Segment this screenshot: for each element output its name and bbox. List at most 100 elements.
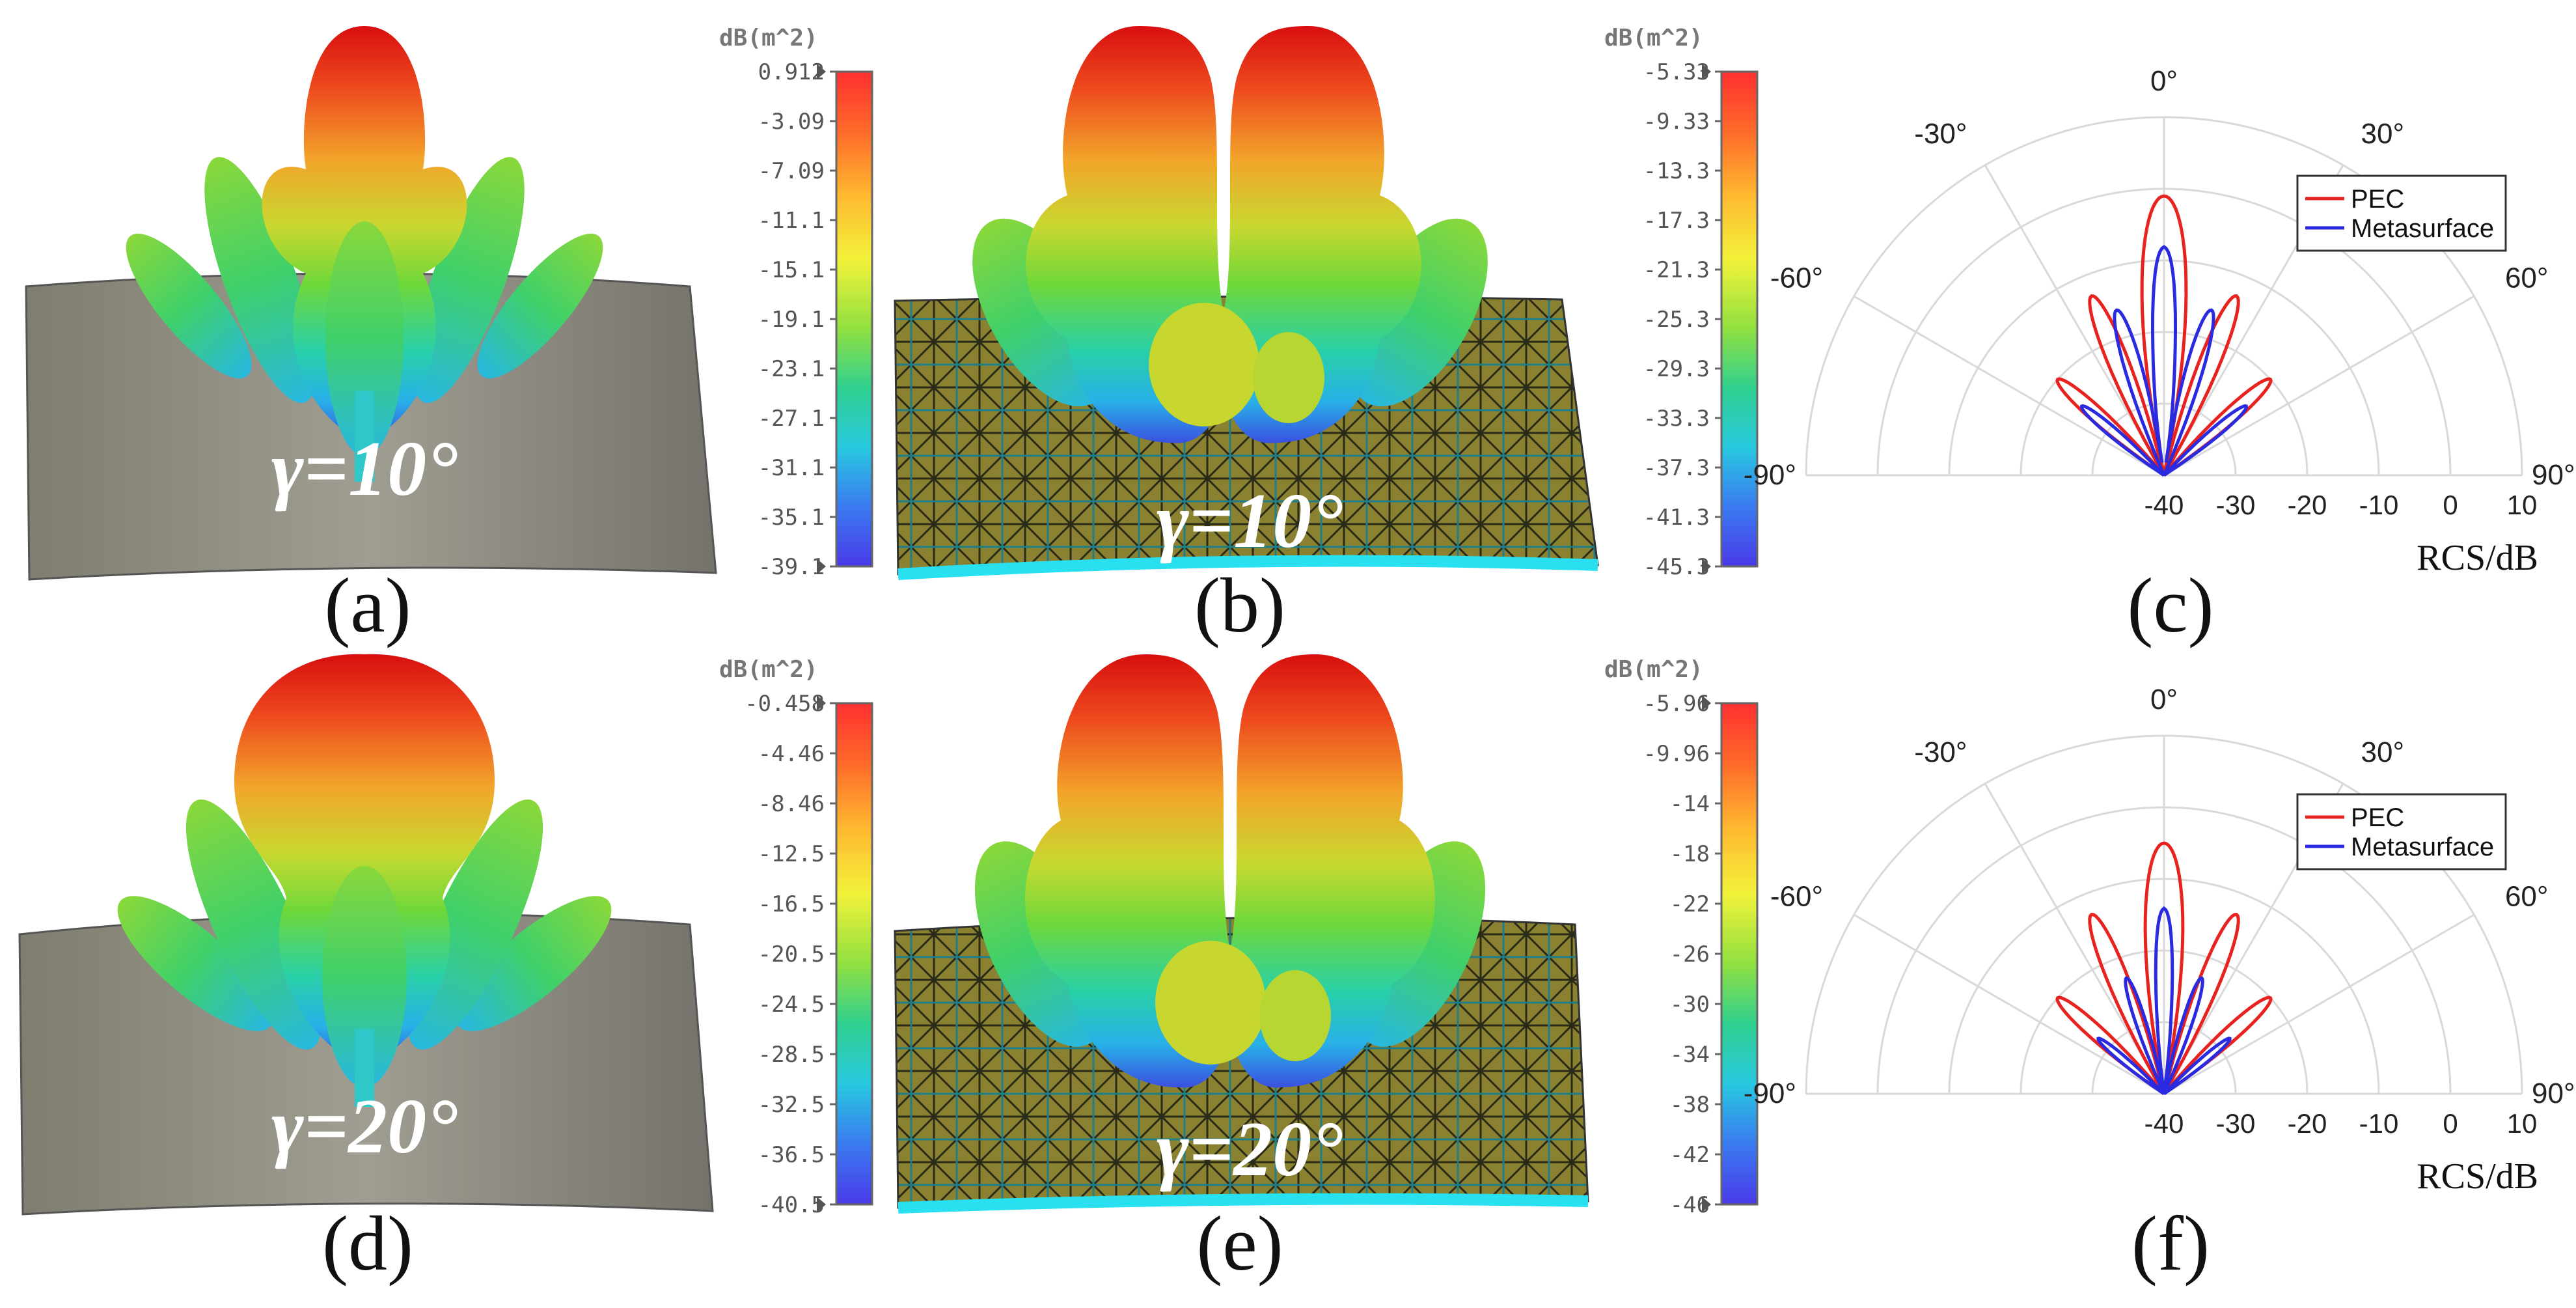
colorbar-tick-label: -20.5	[758, 941, 825, 967]
lobe-group	[974, 654, 1486, 1088]
colorbar-tick-label: -19.1	[758, 307, 825, 333]
colorbar-tick-label: -15.1	[758, 257, 825, 283]
gamma-label-a: γ=10°	[271, 425, 458, 512]
polar-angle-tick-label: 90°	[2532, 1078, 2575, 1109]
polar-angle-tick-label: 0°	[2150, 65, 2178, 97]
polar-angle-tick-label: 30°	[2361, 118, 2405, 150]
series-line-metasurface	[2096, 906, 2232, 1096]
colorbar-gradient	[1720, 70, 1759, 568]
colorbar-tick-label: -27.1	[758, 406, 825, 432]
colorbar-tick-label: -26	[1670, 941, 1710, 967]
panel-e-rcs-3d: γ=20°	[894, 654, 1589, 1214]
polar-angle-tick-label: -60°	[1770, 262, 1823, 294]
colorbar-tick-label: -25.3	[1643, 307, 1710, 333]
polar-r-tick-label: 0	[2443, 490, 2458, 520]
colorbar-tick-label: -7.09	[758, 158, 825, 184]
panel-label-b: (b)	[1194, 562, 1285, 648]
colorbar-gradient	[1720, 702, 1759, 1206]
colorbar-gradient	[835, 702, 873, 1206]
colorbar-tick-label: -11.1	[758, 208, 825, 234]
plate-edge	[897, 1193, 1589, 1214]
polar-angle-tick-label: -30°	[1914, 118, 1967, 150]
colorbar-top-arrow-icon	[1702, 64, 1711, 79]
colorbar-tick-label: -0.458	[745, 691, 825, 717]
colorbar-tick-label: -14	[1670, 791, 1710, 817]
polar-r-tick-label: -40	[2144, 1108, 2184, 1139]
colorbar-d: dB(m^2) -0.458 -4.46 -8.46 -12.5 -16.5 -20.5 -2…	[719, 656, 873, 1218]
colorbar-tick-label: -28.5	[758, 1042, 825, 1068]
colorbar-tick-label: -18	[1670, 841, 1710, 867]
polar-grid-spoke	[2163, 913, 2475, 1095]
polar-chart-c: -40 -30 -20 -10 0 10 -90° -60° -30° 0° 30° 60° 90° RC…	[1744, 65, 2575, 578]
panel-label-a: (a)	[324, 562, 411, 648]
colorbar-tick-label: -22	[1670, 891, 1710, 917]
legend-entry: PEC	[2351, 185, 2404, 214]
polar-xlabel: RCS/dB	[2417, 1156, 2538, 1197]
polar-angle-tick-label: -30°	[1914, 736, 1967, 768]
panel-label-c: (c)	[2127, 562, 2213, 648]
colorbar-tick-label: -21.3	[1643, 257, 1710, 283]
lobe-group	[126, 26, 603, 482]
colorbar-tick-label: -5.96	[1643, 691, 1710, 717]
panel-a-rcs-3d: γ=10°	[25, 26, 717, 581]
colorbar-tick-label: -41.3	[1643, 505, 1710, 531]
legend-entry: Metasurface	[2351, 833, 2494, 861]
panel-label-d: (d)	[322, 1200, 413, 1287]
colorbar-tick-label: -37.3	[1643, 455, 1710, 481]
colorbar-gradient	[835, 70, 873, 568]
series-line-pec	[2055, 841, 2273, 1096]
gamma-label-b: γ=10°	[1157, 477, 1343, 564]
legend-entry: Metasurface	[2351, 214, 2494, 243]
colorbar-tick-label: -38	[1670, 1092, 1710, 1118]
colorbar-tick-label: -29.3	[1643, 356, 1710, 382]
colorbar-bottom-arrow-icon	[817, 559, 826, 574]
series-line-pec	[2055, 194, 2273, 477]
colorbar-tick-label: -42	[1670, 1142, 1710, 1168]
colorbar-tick-label: -9.33	[1643, 109, 1710, 135]
polar-r-tick-label: -10	[2359, 490, 2399, 520]
polar-r-tick-label: -30	[2216, 490, 2256, 520]
polar-r-tick-label: -20	[2288, 490, 2327, 520]
panel-label-e: (e)	[1196, 1200, 1283, 1287]
colorbar-unit: dB(m^2)	[719, 656, 818, 683]
panel-label-f: (f)	[2131, 1200, 2210, 1287]
polar-angle-tick-label: 90°	[2532, 459, 2575, 491]
polar-angle-tick-label: 30°	[2361, 736, 2405, 768]
colorbar-e: dB(m^2) -5.96 -9.96 -14 -18 -22 -26 -30 -34 -38 -4…	[1604, 656, 1759, 1218]
legend-box	[2296, 793, 2507, 870]
lobe-group	[972, 26, 1488, 443]
colorbar-tick-label: -4.46	[758, 741, 825, 767]
polar-grid-spoke	[1853, 913, 2165, 1095]
colorbar-tick-label: -39.1	[758, 554, 825, 580]
colorbar-unit: dB(m^2)	[1604, 25, 1703, 51]
colorbar-tick-label: -3.09	[758, 109, 825, 135]
polar-angle-tick-label: -90°	[1744, 459, 1796, 491]
legend-entry: PEC	[2351, 803, 2404, 832]
colorbar-b: dB(m^2) -5.33 -9.33 -13.3 -17.3 -21.3 -25.3 -29…	[1604, 25, 1759, 580]
colorbar-tick-label: -13.3	[1643, 158, 1710, 184]
colorbar-tick-label: -16.5	[758, 891, 825, 917]
colorbar-tick-label: -35.1	[758, 505, 825, 531]
lobe-group	[117, 654, 612, 1107]
colorbar-tick-label: -30	[1670, 992, 1710, 1018]
colorbar-tick-label: -33.3	[1643, 406, 1710, 432]
colorbar-tick-label: -17.3	[1643, 208, 1710, 234]
polar-angle-tick-label: -90°	[1744, 1078, 1796, 1109]
panel-b-rcs-3d: γ=10°	[894, 26, 1599, 580]
colorbar-tick-label: -9.96	[1643, 741, 1710, 767]
plate-edge	[897, 555, 1598, 580]
polar-angle-tick-label: 60°	[2505, 881, 2549, 913]
polar-r-tick-label: 10	[2507, 490, 2538, 520]
colorbar-a: dB(m^2) 0.912 -3.09 -7.09 -11.1 -15.1 -19.1 -23…	[719, 25, 873, 580]
colorbar-tick-label: -34	[1670, 1042, 1710, 1068]
colorbar-top-arrow-icon	[1702, 695, 1711, 711]
colorbar-tick-label: -5.33	[1643, 59, 1710, 85]
colorbar-tick-label: 0.912	[758, 59, 825, 85]
colorbar-tick-label: -24.5	[758, 992, 825, 1018]
polar-r-tick-label: -30	[2216, 1108, 2256, 1139]
polar-chart-f: -40 -30 -20 -10 0 10 -90° -60° -30° 0° 30° 60° 90° RC…	[1744, 684, 2575, 1197]
polar-grid-spoke	[1853, 295, 2165, 477]
polar-r-tick-label: -40	[2144, 490, 2184, 520]
colorbar-tick-label: -12.5	[758, 841, 825, 867]
polar-angle-tick-label: -60°	[1770, 881, 1823, 913]
